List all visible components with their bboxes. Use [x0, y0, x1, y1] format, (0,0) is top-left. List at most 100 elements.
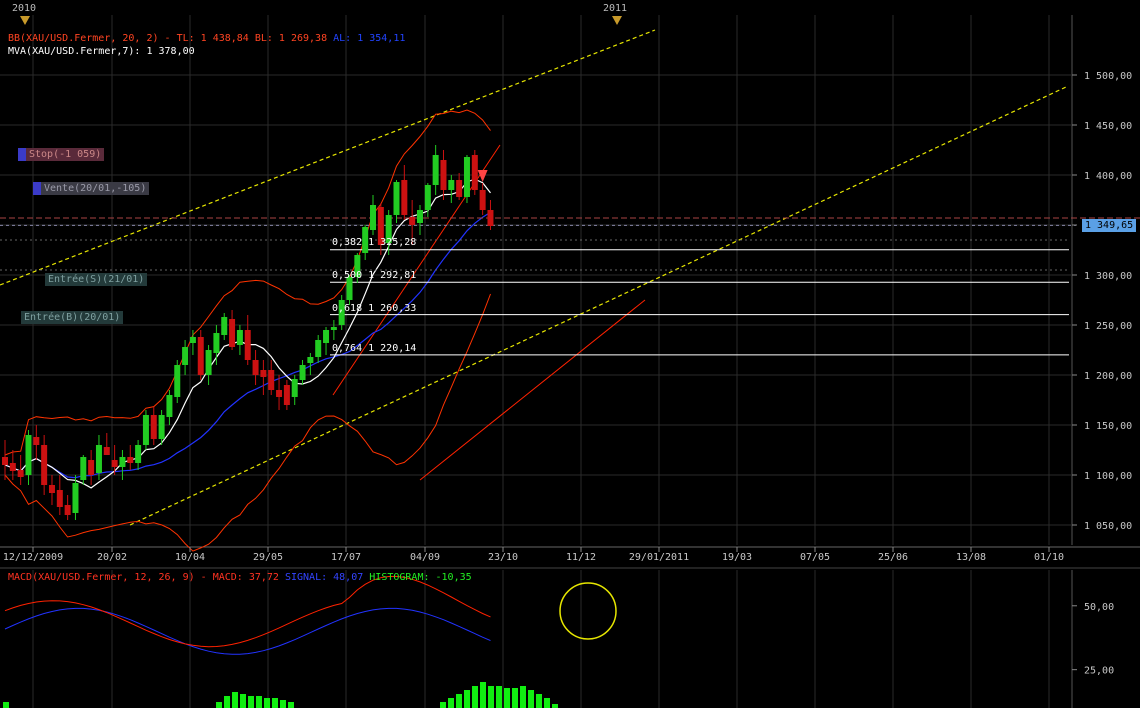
year-triangle-2011: [612, 16, 622, 25]
candle-body: [142, 415, 149, 445]
y-tick-label: 1 200,00: [1084, 371, 1132, 382]
x-tick-label: 12/12/2009: [3, 552, 63, 563]
bb-legend-text: BB(XAU/USD.Fermer, 20, 2) - TL: 1 438,84…: [8, 33, 328, 44]
candle-body: [354, 255, 361, 277]
candle-body: [80, 457, 87, 480]
signal-legend-text: SIGNAL: 48,07: [284, 572, 364, 583]
x-axis: 12/12/2009 20/02 10/04 29/05 17/07 04/09 23/10…: [3, 547, 1064, 563]
candle-body: [33, 437, 40, 445]
x-tick-label: 29/05: [253, 552, 283, 563]
candle-body: [315, 340, 322, 357]
x-tick-label: 10/04: [175, 552, 205, 563]
candle-body: [158, 415, 165, 439]
candle-body: [48, 485, 55, 493]
macd-legend-text: MACD(XAU/USD.Fermer, 12, 26, 9) - MACD: …: [8, 572, 279, 583]
candle-body: [229, 319, 236, 347]
candle-body: [440, 160, 447, 190]
candle-body: [346, 277, 353, 300]
x-tick-label: 07/05: [800, 552, 830, 563]
candle-body: [299, 365, 306, 380]
histogram-bar: [256, 696, 262, 708]
histogram-bar: [536, 694, 542, 708]
x-tick-label: 01/10: [1034, 552, 1064, 563]
y-tick-label: 1 450,00: [1084, 121, 1132, 132]
macd-legend: MACD(XAU/USD.Fermer, 12, 26, 9) - MACD: …: [8, 572, 472, 584]
histogram-bar: [520, 686, 526, 708]
y-tick-label: 1 300,00: [1084, 271, 1132, 282]
candle-body: [127, 457, 134, 463]
candle-body: [283, 385, 290, 405]
candle-body: [276, 390, 283, 397]
order-entry-s[interactable]: Entrée(S)(21/01): [45, 273, 148, 286]
histogram-bar: [456, 694, 462, 708]
histogram-bar: [496, 686, 502, 708]
candle-body: [41, 445, 48, 485]
fib-label-0382: 0,382 1 325,28: [332, 237, 417, 248]
histogram-legend-text: HISTOGRAM: -10,35: [369, 572, 472, 583]
histogram-bar: [3, 702, 9, 708]
x-tick-label: 25/06: [878, 552, 908, 563]
candle-body: [456, 180, 463, 197]
y-tick-label: 1 100,00: [1084, 471, 1132, 482]
macd-y-tick-label: 50,00: [1084, 602, 1114, 613]
y-tick-label: 1 400,00: [1084, 171, 1132, 182]
macd-line: [4, 575, 491, 648]
candle-body: [182, 347, 189, 365]
crossover-circle: [559, 582, 617, 640]
candle-body: [252, 360, 259, 375]
order-entry-b[interactable]: Entrée(B)(20/01): [21, 311, 124, 324]
x-tick-label: 20/02: [97, 552, 127, 563]
indicator-lines: [0, 29, 1067, 552]
last-price-tag: 1 349,65: [1082, 219, 1137, 232]
candle-body: [424, 185, 431, 210]
candle-body: [377, 207, 384, 245]
candle-body: [72, 483, 79, 513]
histogram-bar: [464, 690, 470, 708]
candle-body: [56, 490, 63, 507]
x-tick-label: 17/07: [331, 552, 361, 563]
candle-body: [166, 395, 173, 417]
candle-body: [25, 435, 32, 475]
candle-body: [135, 445, 142, 463]
candle-body: [330, 327, 337, 330]
order-sell[interactable]: Vente(20/01,-105): [33, 182, 150, 195]
y-tick-label: 1 050,00: [1084, 521, 1132, 532]
x-tick-label: 11/12: [566, 552, 596, 563]
candle-body: [189, 337, 196, 343]
candle-body: [9, 463, 16, 471]
candle-body: [487, 210, 494, 226]
histogram-bar: [272, 698, 278, 708]
candle-body: [95, 445, 102, 473]
candle-body: [103, 447, 110, 455]
candle-body: [119, 457, 126, 467]
candle-body: [111, 460, 118, 467]
x-tick-label: 19/03: [722, 552, 752, 563]
bb-legend-al: AL: 1 354,11: [333, 33, 406, 44]
year-triangle-2010: [20, 16, 30, 25]
candle-body: [291, 379, 298, 397]
candle-body: [64, 505, 71, 515]
macd-y-tick-label: 25,00: [1084, 666, 1114, 677]
candle-body: [385, 215, 392, 243]
histogram-bar: [544, 698, 550, 708]
bollinger-upper: [4, 109, 491, 456]
candle-body: [448, 180, 455, 190]
candle-body: [88, 460, 95, 475]
candles: [2, 145, 494, 520]
x-tick-label: 23/10: [488, 552, 518, 563]
lower-trendline: [129, 86, 1067, 526]
signal-line: [4, 607, 491, 655]
candle-body: [174, 365, 181, 397]
order-stop[interactable]: Stop(-1 059): [18, 148, 105, 161]
candle-body: [323, 330, 330, 343]
histogram-bar: [448, 698, 454, 708]
candle-body: [370, 205, 377, 230]
candle-body: [236, 330, 243, 345]
candle-body: [244, 330, 251, 360]
mva-legend: MVA(XAU/USD.Fermer,7): 1 378,00: [8, 46, 195, 57]
candle-body: [471, 155, 478, 190]
candle-body: [479, 190, 486, 210]
sell-arrow-icon: [477, 170, 488, 182]
fib-label-0764: 0,764 1 220,14: [332, 343, 417, 354]
